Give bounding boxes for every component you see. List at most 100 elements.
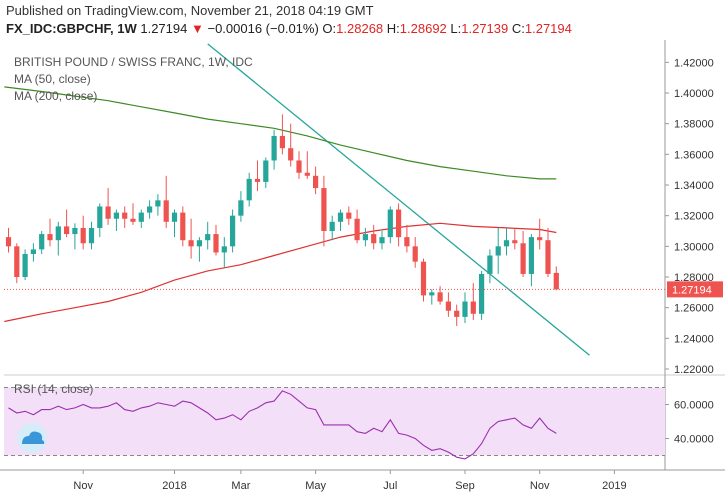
candle[interactable] <box>205 221 211 250</box>
trend-line[interactable] <box>207 43 590 356</box>
candle[interactable] <box>454 304 460 327</box>
candle[interactable] <box>354 209 360 244</box>
time-axis[interactable]: Nov 2018 Mar May Jul Sep Nov 2019 <box>0 469 725 492</box>
candle-body <box>196 240 202 247</box>
candle-body <box>437 292 443 302</box>
candle[interactable] <box>64 209 70 238</box>
candle-body <box>387 209 393 238</box>
candle[interactable] <box>180 206 186 247</box>
candle[interactable] <box>279 114 285 155</box>
candle[interactable] <box>238 191 244 222</box>
candle-body <box>371 234 377 244</box>
candle[interactable] <box>520 231 526 277</box>
candle[interactable] <box>47 218 53 247</box>
candle-body <box>171 212 178 222</box>
rsi-line[interactable] <box>8 390 557 460</box>
symbol-info-line: FX_IDC:GBPCHF, 1W 1.27194 ▼ −0.00016 (−0… <box>6 21 572 36</box>
candle[interactable] <box>22 249 28 281</box>
candle-body <box>420 261 427 296</box>
candle-body <box>163 200 169 222</box>
candle[interactable] <box>5 227 12 253</box>
price-pane[interactable]: 1.42000 1.40000 1.38000 1.36000 1.34000 1.320… <box>4 40 725 470</box>
candle[interactable] <box>39 231 45 254</box>
candle-body <box>180 212 186 241</box>
candle[interactable] <box>288 123 294 167</box>
candle[interactable] <box>487 249 493 284</box>
candle[interactable] <box>263 157 269 189</box>
candle[interactable] <box>437 286 443 305</box>
candle-body <box>379 237 385 244</box>
candle[interactable] <box>379 231 385 250</box>
candle[interactable] <box>321 175 327 247</box>
candle[interactable] <box>537 218 543 250</box>
candle[interactable] <box>105 188 111 225</box>
candle[interactable] <box>545 227 551 277</box>
candle[interactable] <box>196 237 202 262</box>
candle[interactable] <box>296 151 302 179</box>
candle[interactable] <box>271 129 277 170</box>
candle[interactable] <box>337 209 344 231</box>
price-tick-label: 1.30000 <box>674 241 714 253</box>
rsi-pane[interactable]: 60.0000 40.0000 <box>4 387 714 460</box>
candle[interactable] <box>113 209 119 231</box>
candle[interactable] <box>553 266 559 291</box>
candle-body <box>64 226 70 235</box>
candle[interactable] <box>462 292 468 323</box>
candle[interactable] <box>188 218 194 259</box>
candle[interactable] <box>420 258 427 302</box>
price-plot-area[interactable] <box>4 47 665 369</box>
candle[interactable] <box>14 243 20 284</box>
candle[interactable] <box>304 151 310 179</box>
candle[interactable] <box>88 221 95 250</box>
candle[interactable] <box>147 200 153 219</box>
candle[interactable] <box>155 194 161 216</box>
candle[interactable] <box>362 227 368 247</box>
candle[interactable] <box>371 224 377 250</box>
candle[interactable] <box>313 166 319 195</box>
candle-body <box>246 178 252 201</box>
candle[interactable] <box>396 203 402 247</box>
candle[interactable] <box>230 209 236 253</box>
candle[interactable] <box>412 237 418 268</box>
candle[interactable] <box>346 206 352 225</box>
candle[interactable] <box>404 224 410 253</box>
candle[interactable] <box>470 283 476 320</box>
candle[interactable] <box>445 292 451 317</box>
candle-body <box>553 272 559 290</box>
candle[interactable] <box>429 289 435 305</box>
candle-body <box>454 310 460 317</box>
candle[interactable] <box>97 203 103 238</box>
candle[interactable] <box>246 172 252 207</box>
last-price: 1.27194 <box>140 21 188 36</box>
symbol-label[interactable]: FX_IDC:GBPCHF, 1W <box>6 21 137 36</box>
candle-body <box>429 292 435 296</box>
candle[interactable] <box>171 209 178 238</box>
candle[interactable] <box>387 206 393 244</box>
candle[interactable] <box>254 160 261 192</box>
candle[interactable] <box>495 227 501 274</box>
candle[interactable] <box>122 206 128 228</box>
time-tick-label: Mar <box>231 480 250 492</box>
candle[interactable] <box>72 223 78 250</box>
candle[interactable] <box>30 243 36 262</box>
candle-body <box>130 218 136 222</box>
price-tick-label: 1.22000 <box>674 364 714 376</box>
candle-body <box>528 237 534 274</box>
candle[interactable] <box>55 221 61 256</box>
candle[interactable] <box>329 215 335 241</box>
tradingview-logo-icon[interactable] <box>17 423 47 453</box>
candle[interactable] <box>479 270 485 320</box>
candle[interactable] <box>503 227 510 256</box>
candle[interactable] <box>130 203 136 225</box>
candle[interactable] <box>138 209 144 228</box>
candle[interactable] <box>528 234 534 287</box>
ma50-line[interactable] <box>4 222 557 323</box>
candle[interactable] <box>213 224 219 256</box>
candle[interactable] <box>80 215 86 250</box>
candle[interactable] <box>512 227 518 250</box>
open-value: 1.28268 <box>336 21 384 36</box>
candle[interactable] <box>163 175 169 228</box>
chart-title: BRITISH POUND / SWISS FRANC, 1W, IDC <box>14 55 253 69</box>
candle[interactable] <box>221 237 227 268</box>
